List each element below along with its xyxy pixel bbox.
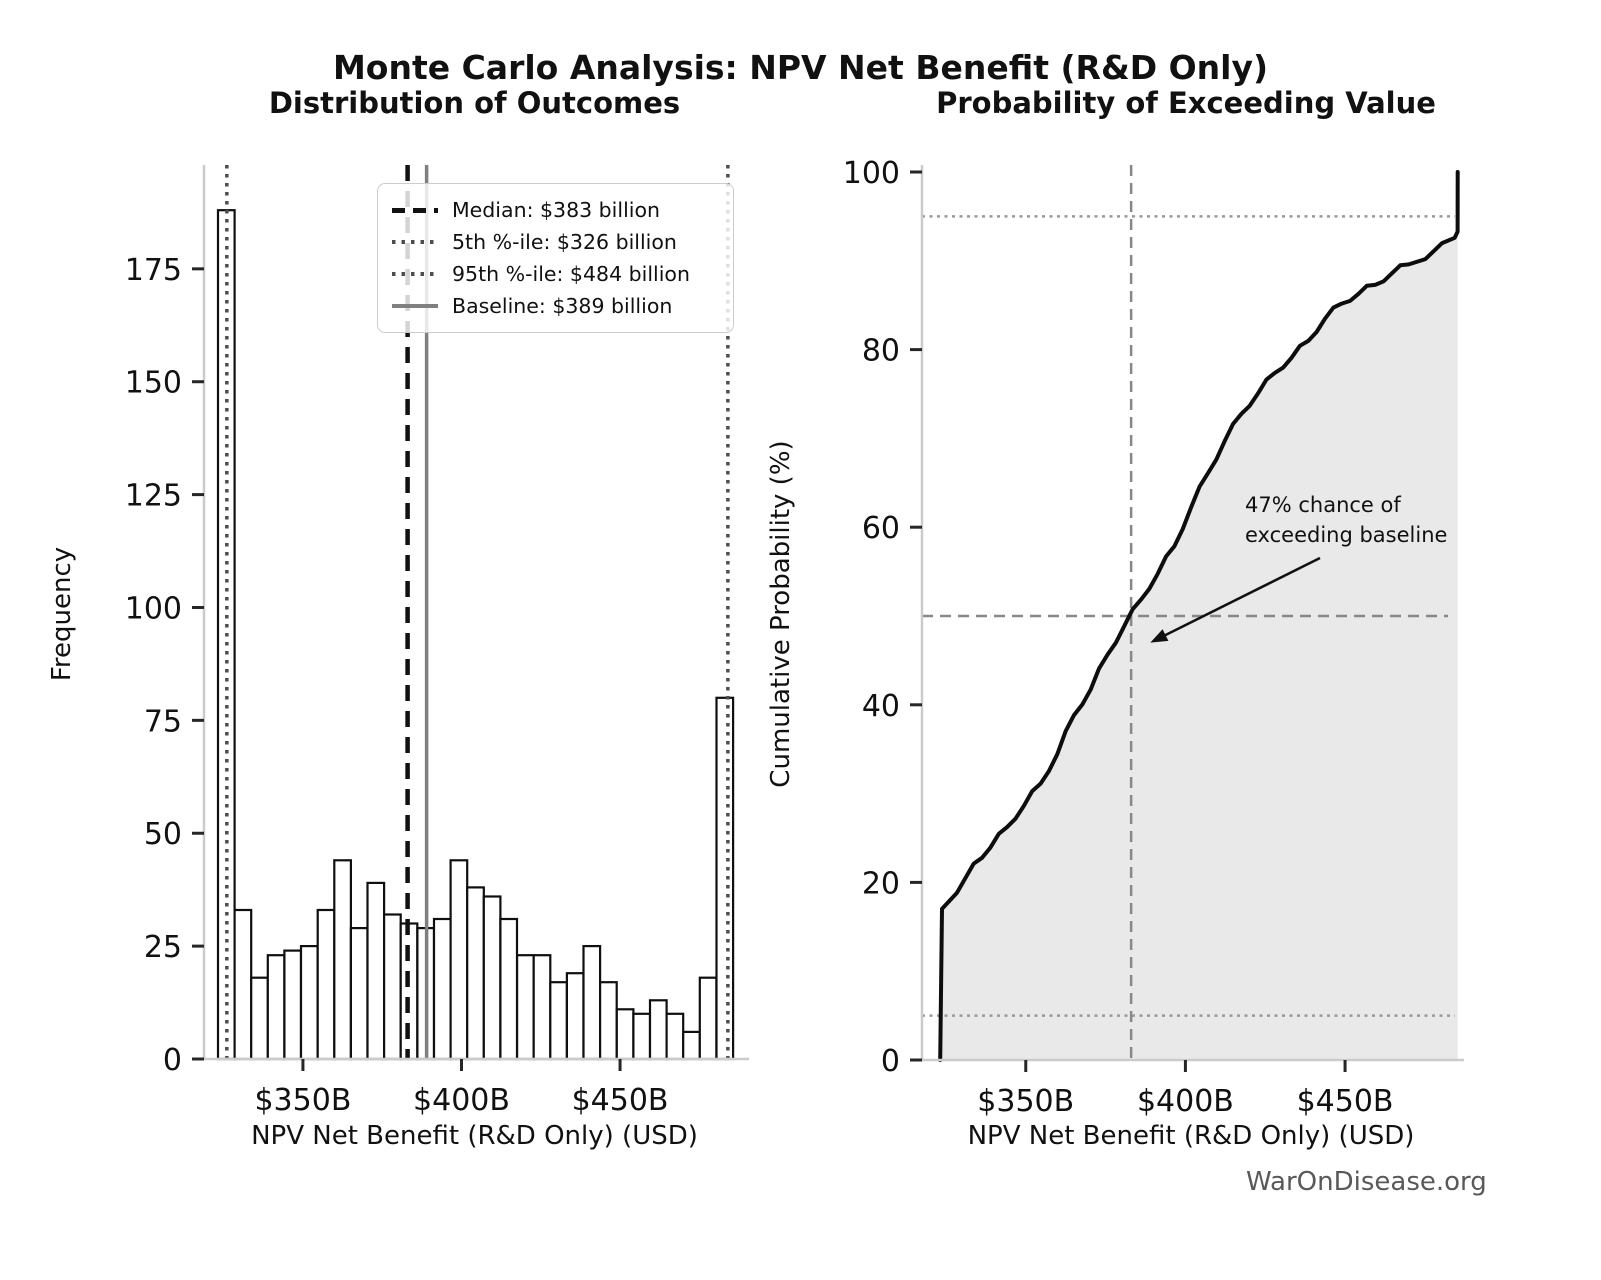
legend: Median: $383 billion 5th %-ile: $326 bil… [377,183,734,333]
y-tick-label: 80 [862,334,900,369]
x-tick-label: $350B [254,1083,351,1118]
annotation-line-1: 47% chance of [1245,493,1401,517]
right-y-axis-label: Cumulative Probability (%) [766,440,796,788]
histogram-bar [682,1030,701,1061]
figure-title: Monte Carlo Analysis: NPV Net Benefit (R… [332,48,1269,87]
y-tick-label: 60 [862,511,900,546]
legend-item-p95: 95th %-ile: $484 billion [392,262,719,286]
solid-line-sample-icon [392,304,438,308]
y-tick-label: 40 [862,689,900,724]
histogram-bar [632,1012,652,1061]
histogram-bar [466,886,485,1061]
footer-watermark: WarOnDisease.org [1246,1167,1487,1197]
y-tick-label: 125 [125,479,182,514]
histogram-bar [299,944,319,1061]
y-tick-label: 75 [144,704,182,739]
annotation-arrow-line [1160,556,1321,639]
histogram-bar [665,1012,685,1061]
left-y-axis-label: Frequency [47,546,77,682]
right-x-axis-label: NPV Net Benefit (R&D Only) (USD) [967,1121,1415,1151]
histogram-bar [698,976,718,1061]
histogram-bar [283,949,303,1061]
histogram-bar [549,981,568,1061]
histogram-bar [648,999,668,1061]
histogram-bar [532,954,552,1061]
histogram-bar [715,696,735,1061]
legend-item-median: Median: $383 billion [392,198,719,222]
histogram-bar [266,954,286,1061]
y-tick-label: 20 [862,866,900,901]
histogram-bar [449,859,469,1061]
histogram-bar [316,908,336,1061]
histogram-bar [582,944,602,1061]
legend-item-label: Baseline: $389 billion [452,294,673,318]
y-tick-label: 150 [125,366,182,401]
x-tick-label: $450B [1297,1084,1394,1119]
y-tick-label: 100 [125,591,182,626]
y-tick-label: 100 [843,156,900,191]
legend-item-label: 95th %-ile: $484 billion [452,262,690,286]
x-tick-label: $400B [413,1083,510,1118]
histogram-bar [366,881,386,1061]
annotation-arrow-head [1150,629,1169,643]
histogram-bar [349,926,369,1061]
histogram-bar [383,913,402,1061]
left-x-axis-label: NPV Net Benefit (R&D Only) (USD) [251,1121,698,1151]
histogram-bar [615,1008,635,1061]
histogram-bar [482,895,502,1061]
legend-item-p5: 5th %-ile: $326 billion [392,230,719,254]
y-tick-label: 175 [125,253,182,288]
dashed-line-sample-icon [392,207,438,213]
legend-item-label: Median: $383 billion [452,198,661,222]
histogram-bar [515,954,535,1061]
cdf-curve [938,170,1460,1062]
legend-item-label: 5th %-ile: $326 billion [452,230,677,254]
annotation-line-2: exceeding baseline [1245,523,1448,547]
histogram-bar [333,859,352,1061]
legend-item-baseline: Baseline: $389 billion [392,294,719,318]
y-tick-label: 25 [144,930,182,965]
y-tick-label: 0 [881,1044,900,1079]
x-tick-label: $450B [572,1083,669,1118]
dotted-line-sample-icon [392,272,438,276]
x-tick-label: $350B [977,1084,1074,1119]
histogram-bar [565,972,585,1061]
x-tick-label: $400B [1137,1084,1234,1119]
histogram-bar [432,917,452,1061]
histogram-bar [250,976,269,1061]
y-tick-label: 0 [163,1043,182,1078]
left-chart-title: Distribution of Outcomes [268,86,681,120]
histogram-bar [233,908,253,1061]
right-chart-title: Probability of Exceeding Value [936,86,1436,120]
histogram-bar [598,981,618,1061]
annotation-text: 47% chance of exceeding baseline [1245,490,1447,550]
y-tick-label: 50 [144,817,182,852]
histogram-bar [499,917,519,1061]
dotted-line-sample-icon [392,240,438,244]
